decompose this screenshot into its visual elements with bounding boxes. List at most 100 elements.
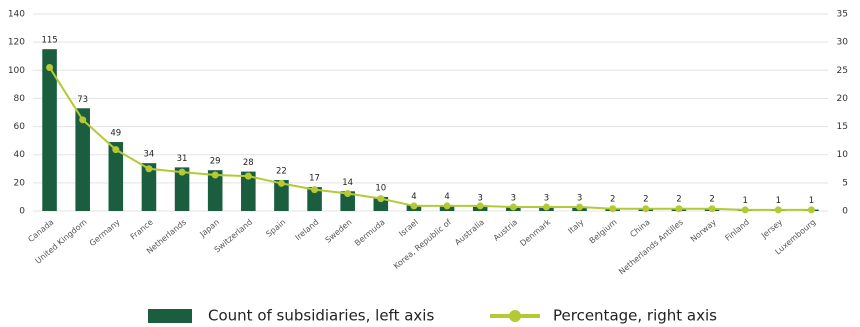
data-label: 3 <box>511 193 516 203</box>
y-tick-label: 120 <box>8 38 25 48</box>
x-tick-label: Germany <box>88 217 122 248</box>
line-point <box>774 206 782 214</box>
line-point <box>112 146 120 154</box>
bar <box>274 180 289 211</box>
data-label: 49 <box>110 129 121 139</box>
data-label: 4 <box>444 192 449 202</box>
y-tick-label: 0 <box>19 207 25 217</box>
y2-tick-label: 0 <box>842 207 848 217</box>
data-label: 4 <box>411 192 416 202</box>
line-point <box>344 190 352 198</box>
data-label: 2 <box>643 195 648 205</box>
line-point <box>542 203 550 211</box>
line-point <box>211 171 219 179</box>
y2-tick-label: 30 <box>837 38 849 48</box>
x-tick-label: Israel <box>397 218 420 239</box>
line-point <box>443 202 451 210</box>
x-tick-label: France <box>129 218 155 242</box>
line-point <box>46 63 54 71</box>
data-label: 34 <box>144 150 155 160</box>
data-label: 14 <box>342 178 353 188</box>
y2-tick-label: 10 <box>837 150 849 160</box>
y-tick-label: 60 <box>14 122 26 132</box>
bar <box>75 108 90 211</box>
line-point <box>741 206 749 214</box>
y2-tick-label: 5 <box>842 178 848 188</box>
x-tick-label: Sweden <box>324 218 354 245</box>
line-point <box>708 205 716 213</box>
x-tick-label: Finland <box>723 218 751 243</box>
line-point <box>244 172 252 180</box>
line-point <box>410 202 418 210</box>
x-tick-label: Australia <box>453 217 486 247</box>
line-point <box>807 206 815 214</box>
data-label: 3 <box>577 193 582 203</box>
x-tick-label: Belgium <box>588 217 619 245</box>
line-point <box>178 168 186 176</box>
x-tick-label: Bermuda <box>353 217 387 247</box>
x-tick-label: Canada <box>26 217 55 244</box>
data-label: 73 <box>77 95 88 105</box>
bar <box>42 49 57 211</box>
line-point <box>576 203 584 211</box>
bar <box>207 170 223 211</box>
data-label: 31 <box>177 154 188 164</box>
y2-tick-label: 25 <box>837 66 848 76</box>
bar <box>373 196 389 211</box>
y-tick-label: 140 <box>8 10 25 20</box>
y-tick-label: 20 <box>14 178 26 188</box>
legend-label: Percentage, right axis <box>553 307 717 325</box>
bar <box>307 187 322 211</box>
data-label: 22 <box>276 167 287 177</box>
data-label: 2 <box>676 195 681 205</box>
data-label: 29 <box>210 157 221 167</box>
x-tick-label: Jersey <box>759 217 784 240</box>
line-point <box>277 179 285 187</box>
bar <box>340 191 355 211</box>
line-point <box>145 165 153 173</box>
bar <box>174 167 190 211</box>
data-label: 1 <box>742 196 747 206</box>
x-tick-label: Denmark <box>518 217 552 248</box>
line-point <box>642 205 650 213</box>
x-tick-label: Norway <box>689 217 718 244</box>
x-tick-label: Italy <box>566 217 585 235</box>
y2-tick-label: 35 <box>837 10 848 20</box>
x-tick-label: Japan <box>197 218 221 240</box>
y2-tick-label: 20 <box>837 94 849 104</box>
data-label: 2 <box>610 195 615 205</box>
x-tick-label: Ireland <box>293 218 320 243</box>
y-tick-label: 80 <box>14 94 26 104</box>
bar <box>141 163 157 211</box>
legend-label: Count of subsidiaries, left axis <box>208 307 434 325</box>
legend-swatch <box>509 310 521 322</box>
data-label: 10 <box>375 183 386 193</box>
line-point <box>509 203 517 211</box>
data-label: 3 <box>544 193 549 203</box>
x-tick-label: Korea, Republic of <box>392 217 453 270</box>
data-label: 1 <box>809 196 814 206</box>
data-label: 17 <box>309 174 320 184</box>
x-tick-label: China <box>628 217 651 239</box>
bar <box>241 171 256 211</box>
y2-tick-label: 15 <box>837 122 848 132</box>
y-tick-label: 100 <box>8 66 25 76</box>
x-tick-label: Netherlands Antilles <box>617 218 685 277</box>
x-tick-label: Austria <box>492 217 520 242</box>
line-point <box>476 202 484 210</box>
legend-swatch <box>148 309 192 323</box>
data-label: 1 <box>776 196 781 206</box>
line-point <box>377 195 385 203</box>
data-label: 2 <box>709 195 714 205</box>
data-label: 3 <box>477 193 482 203</box>
y-tick-label: 40 <box>14 150 26 160</box>
data-label: 28 <box>243 158 254 168</box>
x-tick-label: Spain <box>264 218 287 239</box>
line-point <box>79 116 87 124</box>
bar <box>108 142 124 211</box>
line-point <box>609 205 617 213</box>
line-point <box>675 205 683 213</box>
line-point <box>311 186 319 194</box>
data-label: 115 <box>41 36 57 46</box>
